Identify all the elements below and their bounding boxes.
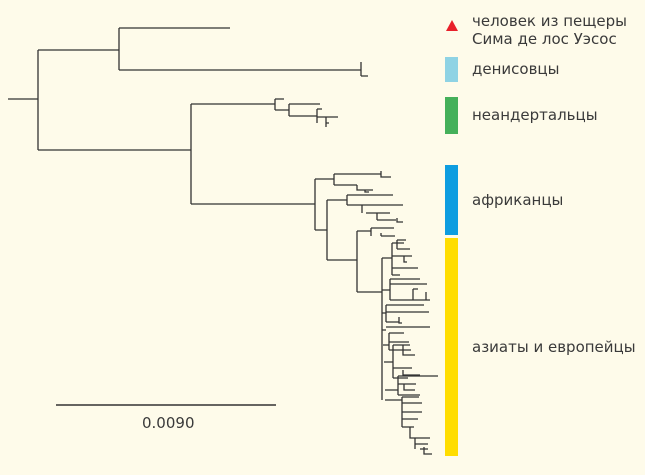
legend-label-denisovans: денисовцы <box>472 60 560 78</box>
tree-root-branches <box>8 27 368 204</box>
legend-label-sima: человек из пещеры <box>472 12 628 30</box>
neanderthal-clade <box>191 98 338 127</box>
scale-bar-label: 0.0090 <box>142 414 195 432</box>
african-clade <box>191 171 403 292</box>
legend-label-africans: африканцы <box>472 191 564 209</box>
triangle-icon <box>446 20 458 31</box>
legend-swatch-africans <box>445 165 458 235</box>
legend-swatch-eurasians <box>445 238 458 456</box>
legend-label-sima-2: Сима де лос Уэсос <box>472 30 617 48</box>
eurasian-clade <box>357 239 438 455</box>
legend-label-neanderthals: неандертальцы <box>472 106 598 124</box>
legend-swatch-neanderthals <box>445 97 458 134</box>
legend-label-eurasians: азиаты и европейцы <box>472 338 636 356</box>
legend-swatch-denisovans <box>445 57 458 82</box>
